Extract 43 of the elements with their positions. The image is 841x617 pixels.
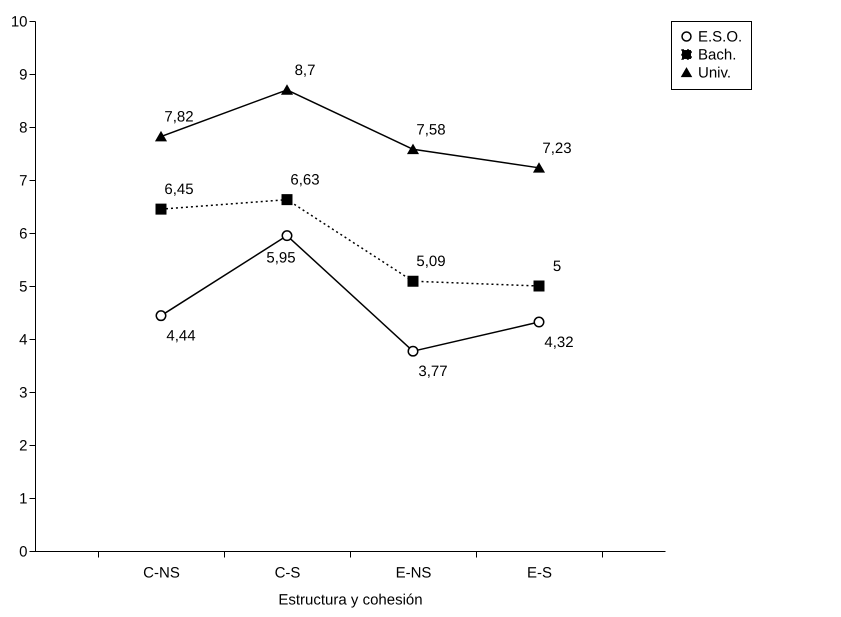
data-label: 4,44 <box>166 328 196 345</box>
data-label: 5 <box>552 258 562 275</box>
data-label: 6,45 <box>164 181 194 198</box>
point <box>534 162 544 173</box>
point <box>282 85 292 95</box>
y-tick-label: 0 <box>19 544 28 560</box>
x-tick-label: C-NS <box>143 564 180 582</box>
data-label: 7,23 <box>542 140 572 157</box>
point <box>408 144 418 154</box>
x-tick-label: E-S <box>526 564 552 582</box>
y-tick-label: 7 <box>19 172 28 190</box>
y-tick-label: 2 <box>19 438 28 454</box>
data-label: 3,77 <box>418 363 448 380</box>
x-tick-label: C-S <box>274 564 300 582</box>
point <box>282 194 292 206</box>
point <box>156 310 166 322</box>
y-tick-label: 5 <box>19 278 28 296</box>
point <box>282 230 292 242</box>
y-tick-label: 8 <box>19 120 28 136</box>
y-tick-label: 10 <box>10 14 28 30</box>
point <box>408 276 418 287</box>
point <box>534 280 544 292</box>
data-label: 4,32 <box>544 334 574 352</box>
y-tick-label: 9 <box>19 66 28 84</box>
legend-label: Bach. <box>698 46 736 64</box>
y-tick-label: 3 <box>19 384 28 402</box>
legend-label: Univ. <box>698 64 732 82</box>
y-tick-label: 6 <box>19 226 28 242</box>
legend-label: E.S.O. <box>698 28 742 46</box>
data-label: 5,95 <box>266 250 296 267</box>
data-label: 8,7 <box>294 62 316 79</box>
data-label: 7,58 <box>416 121 446 138</box>
x-axis-title: Estructura y cohesión <box>278 592 423 608</box>
y-tick-label: 4 <box>19 332 28 348</box>
data-label: 5,09 <box>416 253 446 270</box>
point <box>534 316 544 328</box>
point <box>408 346 418 357</box>
y-tick-label: 1 <box>19 490 28 508</box>
point <box>156 204 166 215</box>
point <box>156 132 166 142</box>
data-label: 6,63 <box>290 172 320 189</box>
data-label: 7,82 <box>164 108 194 126</box>
x-tick-label: E-NS <box>396 564 432 582</box>
